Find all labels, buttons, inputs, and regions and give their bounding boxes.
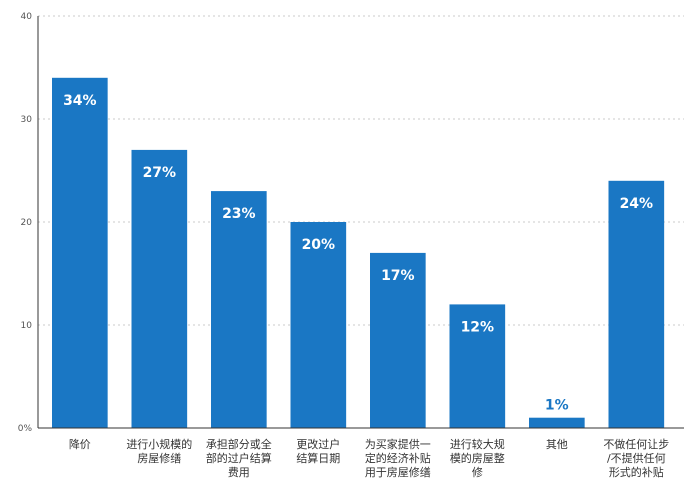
category-label-line: 其他: [546, 438, 568, 451]
category-label-line: 进行较大规: [450, 437, 505, 451]
data-label: 27%: [143, 165, 177, 181]
data-label: 24%: [620, 196, 654, 212]
data-label: 1%: [545, 398, 569, 414]
category-label-line: 费用: [228, 466, 250, 479]
y-tick-label: 30: [21, 115, 33, 125]
bars: [52, 77, 665, 429]
bar: [370, 252, 426, 428]
category-label: 其他: [546, 438, 568, 451]
category-label-line: 部的过户结算: [206, 451, 272, 465]
bar: [290, 222, 347, 428]
y-tick-label: 0%: [18, 424, 33, 434]
category-label: 降价: [69, 437, 91, 451]
category-label-line: 模的房屋整: [450, 451, 505, 465]
category-label-line: 房屋修缮: [137, 451, 181, 465]
bar: [449, 304, 506, 428]
category-label: 为买家提供一定的经济补贴用于房屋修缮: [365, 437, 431, 479]
category-label: 进行较大规模的房屋整修: [450, 437, 505, 479]
data-label: 34%: [63, 93, 97, 109]
category-label-line: 定的经济补贴: [365, 451, 431, 465]
category-label-line: 承担部分或全: [206, 437, 272, 451]
category-label-line: 结算日期: [296, 451, 340, 465]
data-label: 23%: [222, 206, 256, 222]
y-tick-label: 20: [21, 218, 33, 228]
bar: [131, 149, 188, 428]
category-label-line: 更改过户: [296, 437, 340, 451]
category-label: 进行小规模的房屋修缮: [126, 437, 192, 465]
y-tick-label: 10: [21, 321, 33, 331]
category-label-line: 用于房屋修缮: [365, 465, 431, 479]
data-label: 20%: [302, 237, 336, 253]
bar: [211, 191, 267, 428]
category-label: 承担部分或全部的过户结算费用: [206, 437, 272, 479]
category-label-line: 修: [472, 465, 483, 479]
data-label: 17%: [381, 268, 415, 284]
category-label-line: 降价: [69, 437, 91, 451]
category-label-line: 为买家提供一: [365, 437, 431, 451]
data-label: 12%: [461, 319, 495, 335]
bar: [608, 180, 665, 428]
labels: 34% 降价 27% 进行小规模的房屋修缮 23% 承担部分或全部的过户结算费用 20% 更改…: [63, 93, 669, 479]
axes: 0% 10 20 30 40: [18, 12, 684, 434]
category-label-line: /不提供任何: [607, 451, 666, 465]
category-label-line: 不做任何让步: [603, 437, 669, 451]
bar: [52, 77, 108, 429]
category-label-line: 进行小规模的: [126, 437, 192, 451]
y-tick-label: 40: [21, 12, 33, 22]
category-label: 更改过户结算日期: [296, 437, 340, 465]
category-label-line: 形式的补贴: [609, 465, 664, 479]
bar: [529, 417, 585, 428]
category-label: 不做任何让步/不提供任何形式的补贴: [603, 437, 669, 479]
